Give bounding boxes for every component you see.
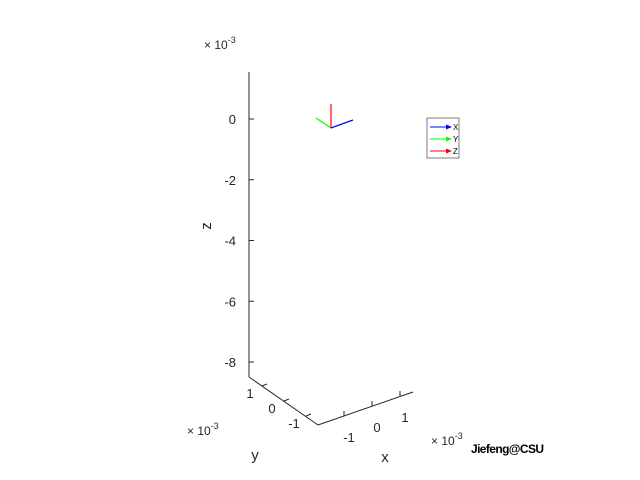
credit-text: Jiefeng@CSU: [471, 442, 543, 456]
legend-arrow-y: [446, 136, 452, 142]
y-tick-2: [261, 383, 268, 387]
x-axis-line: [317, 391, 414, 426]
axis-ticks: 0-2-4-6-8-101-101: [224, 112, 408, 445]
x-tick-label-2: 1: [401, 410, 408, 425]
x-exponent: × 10-3: [431, 431, 463, 448]
x-axis-label: x: [381, 449, 389, 466]
triad-series: [315, 104, 354, 129]
legend-label-z: Z: [453, 147, 458, 156]
y-tick-label-2: 1: [246, 386, 253, 401]
axes-lines: [248, 72, 414, 426]
series-x-line: [330, 119, 354, 129]
x-tick-label-0: -1: [343, 430, 355, 445]
z-axis-label: z: [198, 222, 215, 230]
z-tick-label-0: 0: [229, 112, 236, 127]
series-y-line: [315, 117, 332, 129]
legend-label-x: X: [453, 123, 459, 132]
z-tick-label-1: -2: [224, 173, 236, 188]
y-axis-line: [248, 376, 319, 426]
y-tick-label-1: 0: [268, 401, 275, 416]
x-tick-label-1: 0: [373, 420, 380, 435]
y-exponent: × 10-3: [187, 421, 219, 438]
z-tick-label-4: -8: [224, 355, 236, 370]
y-axis-label: y: [251, 447, 259, 464]
y-tick-0: [305, 413, 312, 417]
legend-arrow-x: [446, 124, 452, 130]
legend-label-y: Y: [453, 135, 459, 144]
z-exponent: × 10-3: [204, 35, 236, 52]
legend: XYZ: [426, 117, 460, 159]
y-tick-label-0: -1: [288, 416, 300, 431]
legend-arrow-z: [446, 148, 452, 154]
z-tick-label-2: -4: [224, 234, 236, 249]
z-tick-label-3: -6: [224, 294, 236, 309]
y-tick-1: [283, 398, 290, 402]
